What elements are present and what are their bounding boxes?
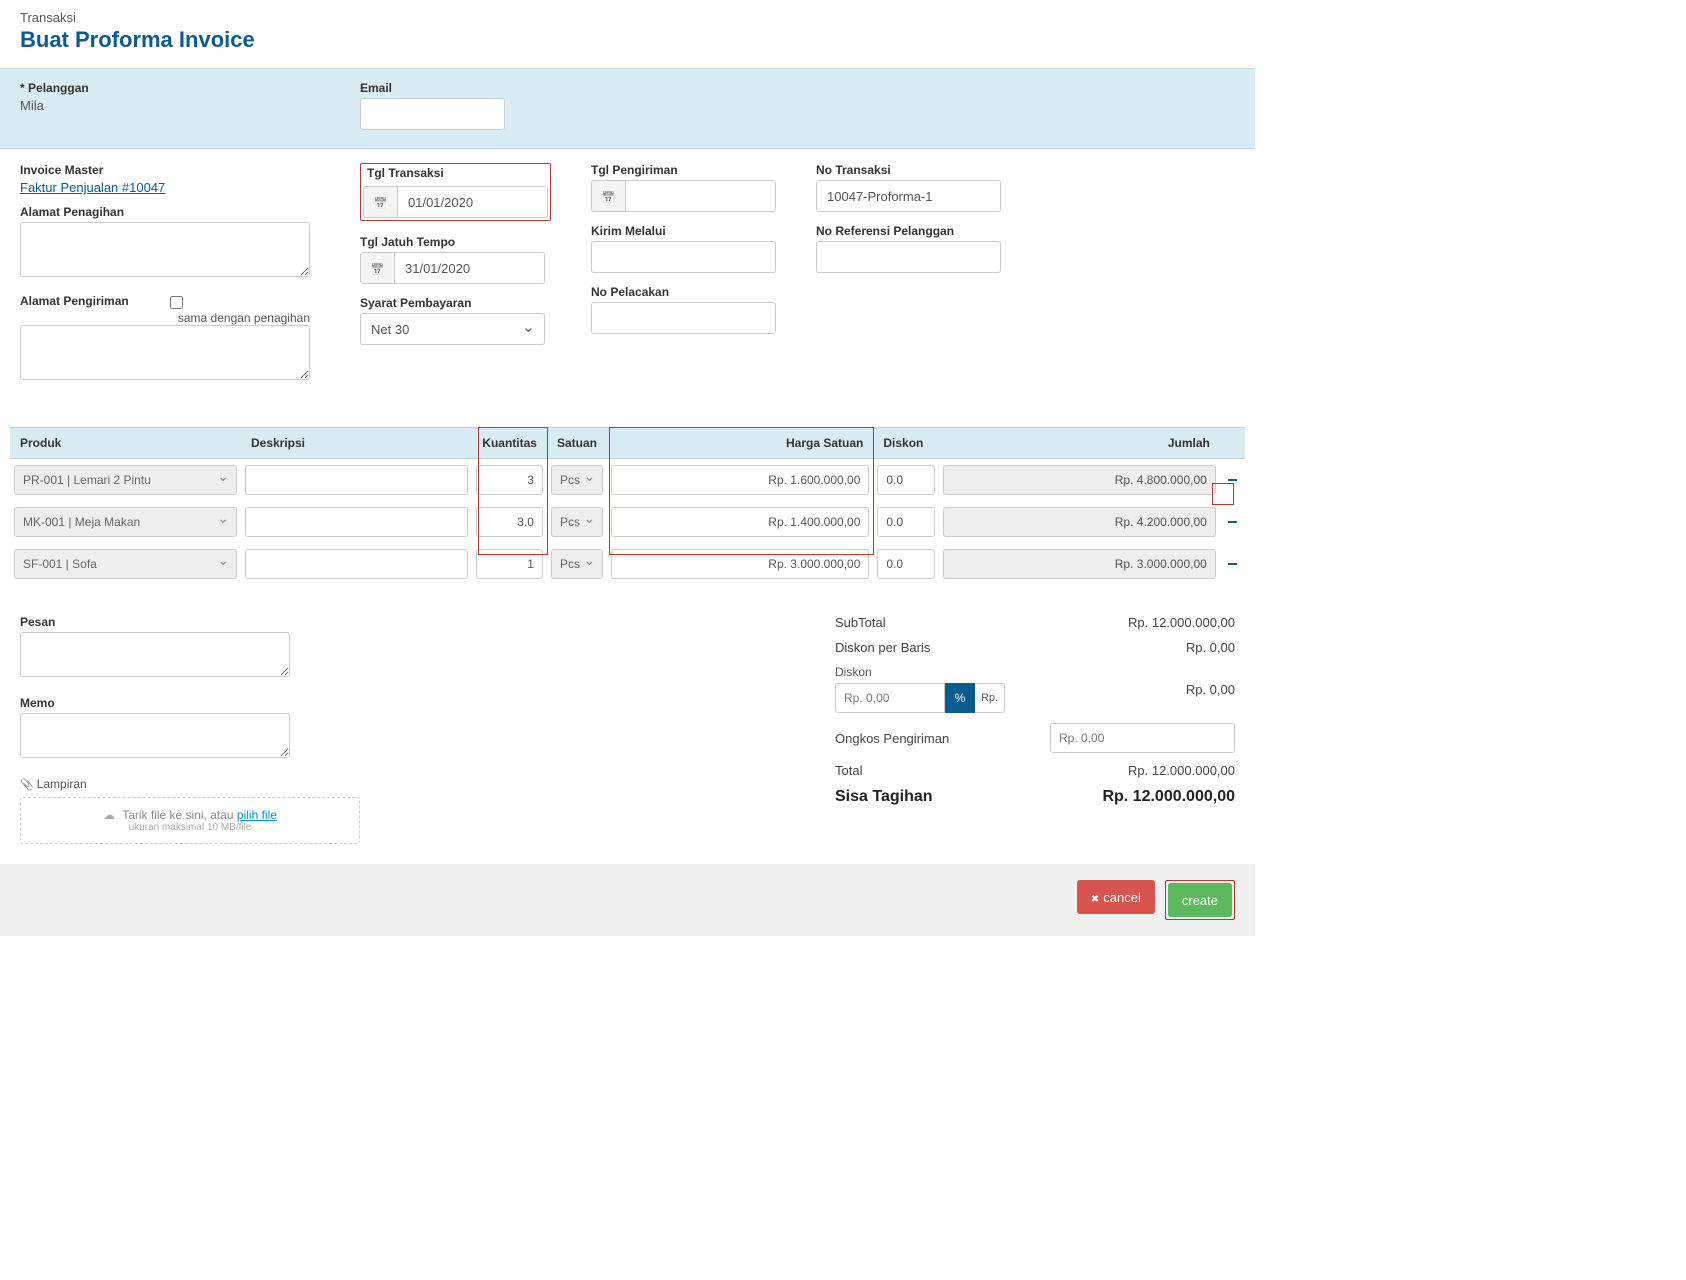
- jumlah-value: [943, 549, 1216, 579]
- tgl-pengiriman-label: Tgl Pengiriman: [591, 163, 776, 177]
- produk-select[interactable]: MK-001 | Meja Makan: [14, 507, 237, 537]
- page-title: Buat Proforma Invoice: [20, 27, 1235, 53]
- diskon-label: Diskon: [835, 665, 1005, 679]
- create-button[interactable]: create: [1168, 883, 1232, 917]
- pelanggan-value: Mila: [20, 98, 320, 113]
- satuan-select[interactable]: Pcs: [551, 549, 603, 579]
- satuan-select[interactable]: Pcs: [551, 507, 603, 537]
- produk-select[interactable]: PR-001 | Lemari 2 Pintu: [14, 465, 237, 495]
- lampiran-label: Lampiran: [37, 777, 87, 791]
- diskon-pct-button[interactable]: %: [945, 683, 975, 713]
- sisa-label: Sisa Tagihan: [835, 788, 933, 806]
- diskon-baris-value: Rp. 0,00: [1186, 640, 1235, 655]
- tgl-pengiriman-input[interactable]: [625, 180, 776, 212]
- jumlah-value: [943, 507, 1216, 537]
- no-pelacakan-input[interactable]: [591, 302, 776, 334]
- calendar-icon[interactable]: [360, 252, 394, 284]
- sama-dengan-label: sama dengan penagihan: [20, 311, 320, 325]
- calendar-icon[interactable]: [591, 180, 625, 212]
- deskripsi-input[interactable]: [245, 507, 468, 537]
- alamat-pengiriman-input[interactable]: [20, 325, 310, 380]
- diskon-input[interactable]: [877, 507, 934, 537]
- jumlah-value: [943, 465, 1216, 495]
- tgl-transaksi-input[interactable]: [397, 186, 548, 218]
- tgl-jatuh-tempo-input[interactable]: [394, 252, 545, 284]
- remove-row-button[interactable]: −: [1220, 501, 1245, 543]
- deskripsi-input[interactable]: [245, 549, 468, 579]
- harga-input[interactable]: [611, 465, 869, 495]
- breadcrumb: Transaksi: [20, 10, 1235, 25]
- diskon-input[interactable]: [835, 683, 945, 713]
- harga-input[interactable]: [611, 549, 869, 579]
- produk-select[interactable]: SF-001 | Sofa: [14, 549, 237, 579]
- upload-dropzone[interactable]: Tarik file ke sini, atau pilih file ukur…: [20, 797, 360, 844]
- invoice-master-link[interactable]: Faktur Penjualan #10047: [20, 180, 165, 195]
- kirim-melalui-label: Kirim Melalui: [591, 224, 776, 238]
- alamat-pengiriman-label: Alamat Pengiriman: [20, 294, 140, 308]
- ongkir-input[interactable]: [1050, 723, 1235, 753]
- tgl-jatuh-tempo-label: Tgl Jatuh Tempo: [360, 235, 551, 249]
- th-diskon: Diskon: [873, 427, 938, 459]
- diskon-input[interactable]: [877, 465, 934, 495]
- sama-dengan-checkbox[interactable]: [170, 296, 183, 309]
- invoice-master-label: Invoice Master: [20, 163, 320, 177]
- tgl-transaksi-label: Tgl Transaksi: [363, 166, 548, 183]
- harga-input[interactable]: [611, 507, 869, 537]
- diskon-baris-label: Diskon per Baris: [835, 640, 930, 655]
- pesan-label: Pesan: [20, 615, 360, 629]
- table-row: SF-001 | Sofa Pcs −: [10, 543, 1245, 585]
- kuantitas-input[interactable]: [476, 465, 543, 495]
- kuantitas-input[interactable]: [476, 549, 543, 579]
- remove-row-button[interactable]: −: [1220, 543, 1245, 585]
- th-satuan: Satuan: [547, 427, 607, 459]
- th-kuantitas: Kuantitas: [472, 427, 547, 459]
- cloud-icon: [103, 808, 119, 822]
- no-transaksi-label: No Transaksi: [816, 163, 1001, 177]
- satuan-select[interactable]: Pcs: [551, 465, 603, 495]
- memo-label: Memo: [20, 696, 360, 710]
- email-label: Email: [360, 81, 505, 95]
- upload-link[interactable]: pilih file: [237, 808, 277, 822]
- kirim-melalui-input[interactable]: [591, 241, 776, 273]
- upload-sub: ukuran maksimal 10 MB/file: [35, 822, 345, 833]
- syarat-pembayaran-label: Syarat Pembayaran: [360, 296, 551, 310]
- pesan-input[interactable]: [20, 632, 290, 677]
- subtotal-value: Rp. 12.000.000,00: [1128, 615, 1235, 630]
- syarat-pembayaran-select[interactable]: Net 30: [360, 313, 545, 345]
- total-value: Rp. 12.000.000,00: [1128, 763, 1235, 778]
- email-input[interactable]: [360, 98, 505, 130]
- diskon-rp-button[interactable]: Rp.: [975, 683, 1005, 713]
- no-referensi-input[interactable]: [816, 241, 1001, 273]
- deskripsi-input[interactable]: [245, 465, 468, 495]
- upload-text: Tarik file ke sini, atau: [122, 808, 237, 822]
- total-label: Total: [835, 763, 862, 778]
- attachment-icon: [20, 777, 37, 791]
- table-row: PR-001 | Lemari 2 Pintu Pcs −: [10, 459, 1245, 501]
- no-referensi-label: No Referensi Pelanggan: [816, 224, 1001, 238]
- th-jumlah: Jumlah: [939, 427, 1220, 459]
- ongkir-label: Ongkos Pengiriman: [835, 731, 949, 746]
- memo-input[interactable]: [20, 713, 290, 758]
- th-deskripsi: Deskripsi: [241, 427, 472, 459]
- kuantitas-input[interactable]: [476, 507, 543, 537]
- no-pelacakan-label: No Pelacakan: [591, 285, 776, 299]
- cancel-button[interactable]: cancel: [1077, 880, 1155, 914]
- remove-row-button[interactable]: −: [1220, 459, 1245, 501]
- sisa-value: Rp. 12.000.000,00: [1102, 788, 1235, 806]
- subtotal-label: SubTotal: [835, 615, 886, 630]
- pelanggan-label: Pelanggan: [20, 81, 320, 95]
- alamat-penagihan-input[interactable]: [20, 222, 310, 277]
- th-produk: Produk: [10, 427, 241, 459]
- close-icon: [1091, 890, 1103, 905]
- calendar-icon[interactable]: [363, 186, 397, 218]
- diskon-value: Rp. 0,00: [1186, 682, 1235, 697]
- alamat-penagihan-label: Alamat Penagihan: [20, 205, 320, 219]
- th-harga: Harga Satuan: [607, 427, 873, 459]
- items-table: Produk Deskripsi Kuantitas Satuan Harga …: [10, 427, 1245, 585]
- diskon-input[interactable]: [877, 549, 934, 579]
- table-row: MK-001 | Meja Makan Pcs −: [10, 501, 1245, 543]
- no-transaksi-input[interactable]: [816, 180, 1001, 212]
